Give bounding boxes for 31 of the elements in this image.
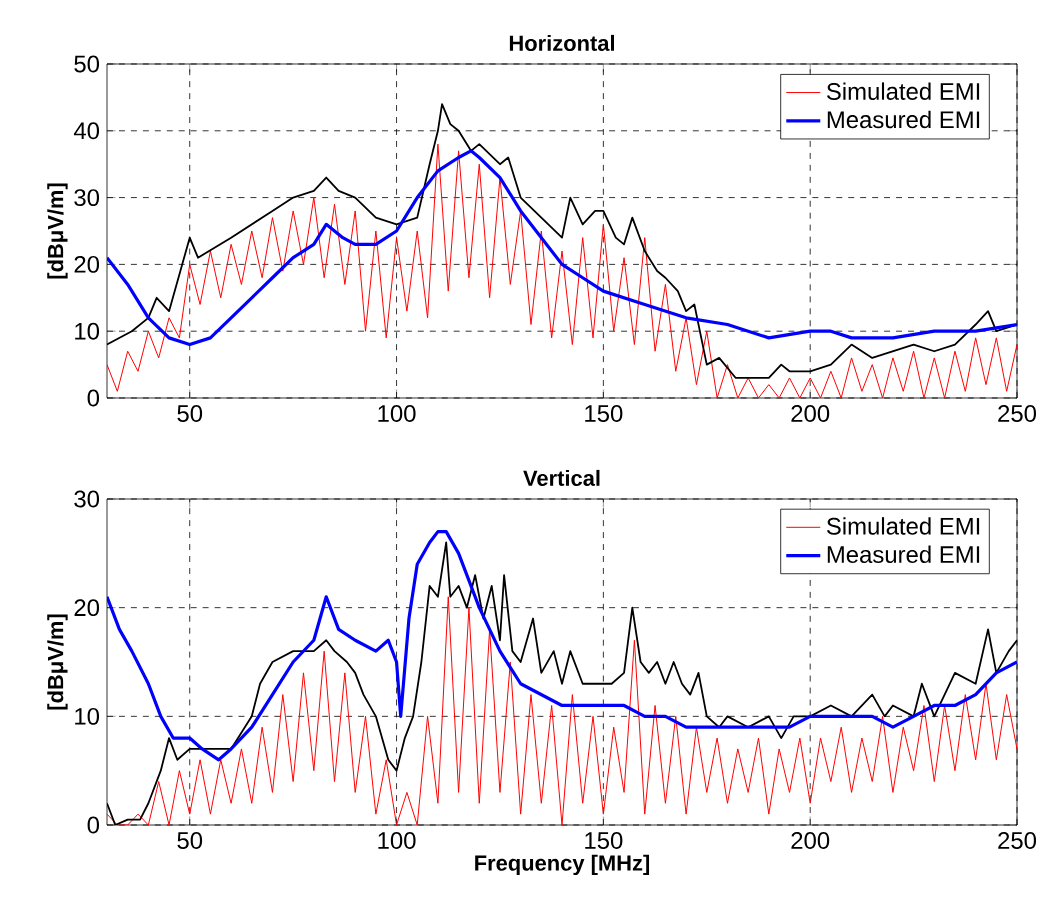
legend-label: Measured EMI [827,110,980,129]
y-tick-label: 20 [74,255,100,273]
chart-title: Vertical [523,469,600,486]
x-tick-label: 100 [378,405,416,422]
y-axis-title: [dBμV/m] [47,614,68,710]
x-tick-label: 250 [998,832,1037,849]
y-tick-label: 40 [73,122,100,140]
legend-label: Simulated EMI [826,82,980,100]
line-series [107,596,1018,825]
y-tick-label: 10 [75,707,100,725]
chart-title: Horizontal [509,34,615,51]
legend-label: Measured EMI [827,545,980,563]
legend-label: Simulated EMI [826,517,980,535]
x-tick-label: 100 [378,832,416,849]
y-tick-label: 0 [87,389,100,407]
line-series [107,143,1018,398]
y-tick-label: 50 [74,55,100,73]
x-tick-label: 50 [177,405,203,422]
x-tick-label: 200 [791,405,830,422]
x-axis-title: Frequency [MHz] [475,854,650,876]
x-tick-label: 50 [177,832,203,849]
y-tick-label: 30 [74,189,100,207]
y-tick-label: 0 [87,816,100,834]
x-tick-label: 150 [585,405,623,422]
x-tick-label: 250 [998,405,1037,422]
y-tick-label: 10 [75,322,100,340]
y-tick-label: 20 [74,599,100,617]
x-tick-label: 150 [585,832,623,849]
y-axis-title: [dBμV/m] [47,183,68,279]
x-tick-label: 200 [791,832,830,849]
y-tick-label: 30 [74,490,100,508]
